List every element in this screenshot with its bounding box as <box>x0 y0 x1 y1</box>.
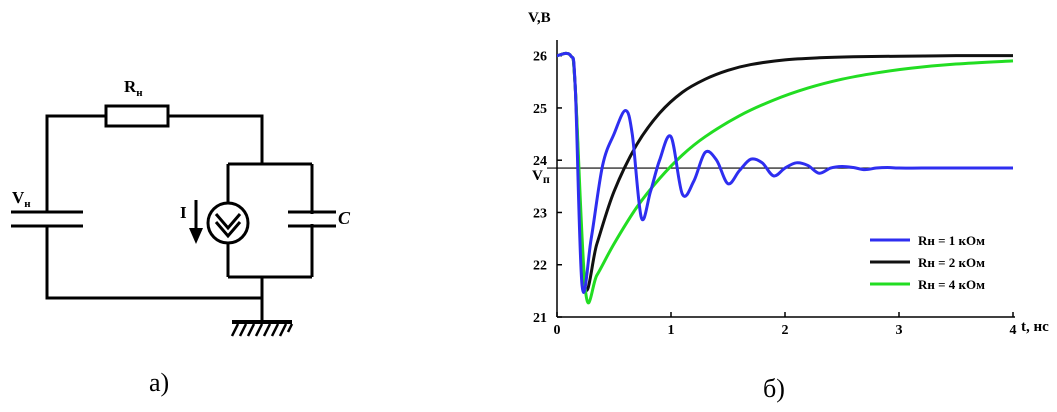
y-tick-label-0: 21 <box>533 311 547 326</box>
y-tick-label-1: 22 <box>533 259 547 274</box>
current-source-chevron-2 <box>214 221 242 239</box>
wire-top <box>45 114 106 212</box>
series-group <box>556 51 1014 304</box>
wire-top-right <box>168 114 264 164</box>
y-tick-label-3: 24 <box>533 154 547 169</box>
chart-legend: Rн = 1 кОм Rн = 2 кОм Rн = 4 кОм <box>870 233 985 292</box>
source-label: Vн <box>12 188 31 210</box>
x-tick-label-0: 0 <box>554 323 561 338</box>
x-tick-label-2: 2 <box>782 323 789 338</box>
current-label: I <box>180 203 187 222</box>
circuit-diagram <box>11 104 336 337</box>
y-tick-label-5: 26 <box>533 50 547 65</box>
chart-axes <box>556 40 1015 318</box>
y-tick-label-4: 25 <box>533 102 547 117</box>
x-axis-label: t, нс <box>1021 319 1049 335</box>
y-axis-label: V,В <box>528 10 551 26</box>
chart-caption: б) <box>763 374 785 403</box>
ground-hatch <box>230 323 294 337</box>
series-line-0 <box>556 51 1013 294</box>
legend-label-2: Rн = 4 кОм <box>918 277 985 292</box>
circuit-caption: а) <box>149 368 170 397</box>
y-tick-label-2: 23 <box>533 206 547 221</box>
legend-label-0: Rн = 1 кОм <box>918 233 985 248</box>
x-tick-label-4: 4 <box>1010 323 1017 338</box>
reference-line-label: Vп <box>532 168 550 186</box>
resistor-symbol <box>104 104 170 128</box>
current-source-symbol <box>206 201 250 245</box>
series-line-2 <box>556 51 1014 304</box>
wire-bottom <box>45 226 262 300</box>
legend-label-1: Rн = 2 кОм <box>918 255 985 270</box>
x-tick-label-3: 3 <box>896 323 903 338</box>
resistor-label: Rн <box>124 77 143 99</box>
capacitor-label: C <box>338 208 351 228</box>
x-tick-label-1: 1 <box>668 323 675 338</box>
current-arrow-head <box>189 228 203 244</box>
current-source-chevron-1 <box>214 213 242 231</box>
